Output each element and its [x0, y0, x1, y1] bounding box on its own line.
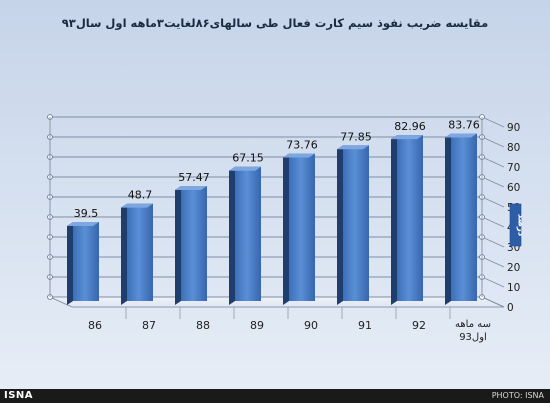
- gridline-depth: [481, 176, 505, 188]
- y-tick-label: 60: [507, 182, 520, 194]
- bar-top: [121, 203, 153, 208]
- y-tick-label: 10: [507, 282, 520, 294]
- bar: [127, 203, 153, 301]
- chart-floor: [49, 296, 505, 308]
- x-tick-label: 92: [412, 319, 426, 332]
- gridline-depth: [481, 296, 505, 308]
- gridline-depth: [481, 276, 505, 288]
- bar-side: [283, 153, 289, 305]
- x-tick-label: 87: [142, 319, 156, 332]
- bar-side: [445, 133, 451, 305]
- bar-side: [391, 135, 397, 305]
- bar: [289, 153, 315, 301]
- data-label: 73.76: [286, 138, 318, 151]
- bar: [343, 145, 369, 301]
- y-tick-label: 20: [507, 262, 520, 274]
- chart-title: مقایسه ضریب نفوذ سیم کارت فعال طی سالهای…: [62, 16, 488, 31]
- x-tick-label: 89: [250, 319, 264, 332]
- bar-top: [175, 186, 207, 191]
- data-label: 82.96: [394, 120, 426, 133]
- bar-top: [391, 135, 423, 140]
- gridline-depth: [481, 216, 505, 228]
- bar: [397, 135, 423, 301]
- bar-side: [121, 203, 127, 305]
- bar-side: [67, 222, 73, 305]
- data-label: 57.47: [178, 171, 210, 184]
- bar-top: [337, 145, 369, 150]
- x-tick-label: 88: [196, 319, 210, 332]
- gridline-depth: [481, 236, 505, 248]
- y-tick-label: 0: [507, 302, 514, 314]
- data-label: 77.85: [340, 130, 372, 143]
- data-label: 83.76: [448, 118, 480, 131]
- plot-area: 010203040506070809039.548.757.4767.1573.…: [47, 114, 522, 343]
- gridline-depth: [481, 136, 505, 148]
- y-tick-label: 80: [507, 142, 520, 154]
- x-tick-label: 86: [88, 319, 102, 332]
- bar-side: [229, 166, 235, 305]
- bar-side: [175, 186, 181, 305]
- gridline-depth: [481, 156, 505, 168]
- y-tick-label: 90: [507, 122, 520, 134]
- bar-top: [229, 166, 261, 171]
- gridline-depth: [481, 116, 505, 128]
- data-label: 48.7: [128, 189, 153, 202]
- footer-bar: ISNA PHOTO: ISNA: [0, 389, 550, 403]
- photo-credit: PHOTO: ISNA: [491, 391, 544, 400]
- bar: [451, 133, 477, 301]
- gridline-depth: [481, 196, 505, 208]
- bar-top: [283, 153, 315, 158]
- gridline-depth: [481, 256, 505, 268]
- y-axis-label-box: [509, 203, 522, 247]
- x-tick-label: 91: [358, 319, 372, 332]
- data-label: 39.5: [74, 207, 99, 220]
- bar-top: [67, 222, 99, 226]
- bar: [181, 186, 207, 301]
- bar: [235, 166, 261, 301]
- bar-side: [337, 145, 343, 305]
- y-axis-label: درصد: [516, 214, 526, 237]
- bar-top: [445, 133, 477, 138]
- x-tick-label: 90: [304, 319, 318, 332]
- x-tick-label: سه ماهه اول93: [455, 319, 491, 343]
- y-tick-label: 70: [507, 162, 520, 174]
- bar: [73, 222, 99, 301]
- data-label: 67.15: [232, 152, 264, 165]
- agency-name: ISNA: [4, 390, 34, 401]
